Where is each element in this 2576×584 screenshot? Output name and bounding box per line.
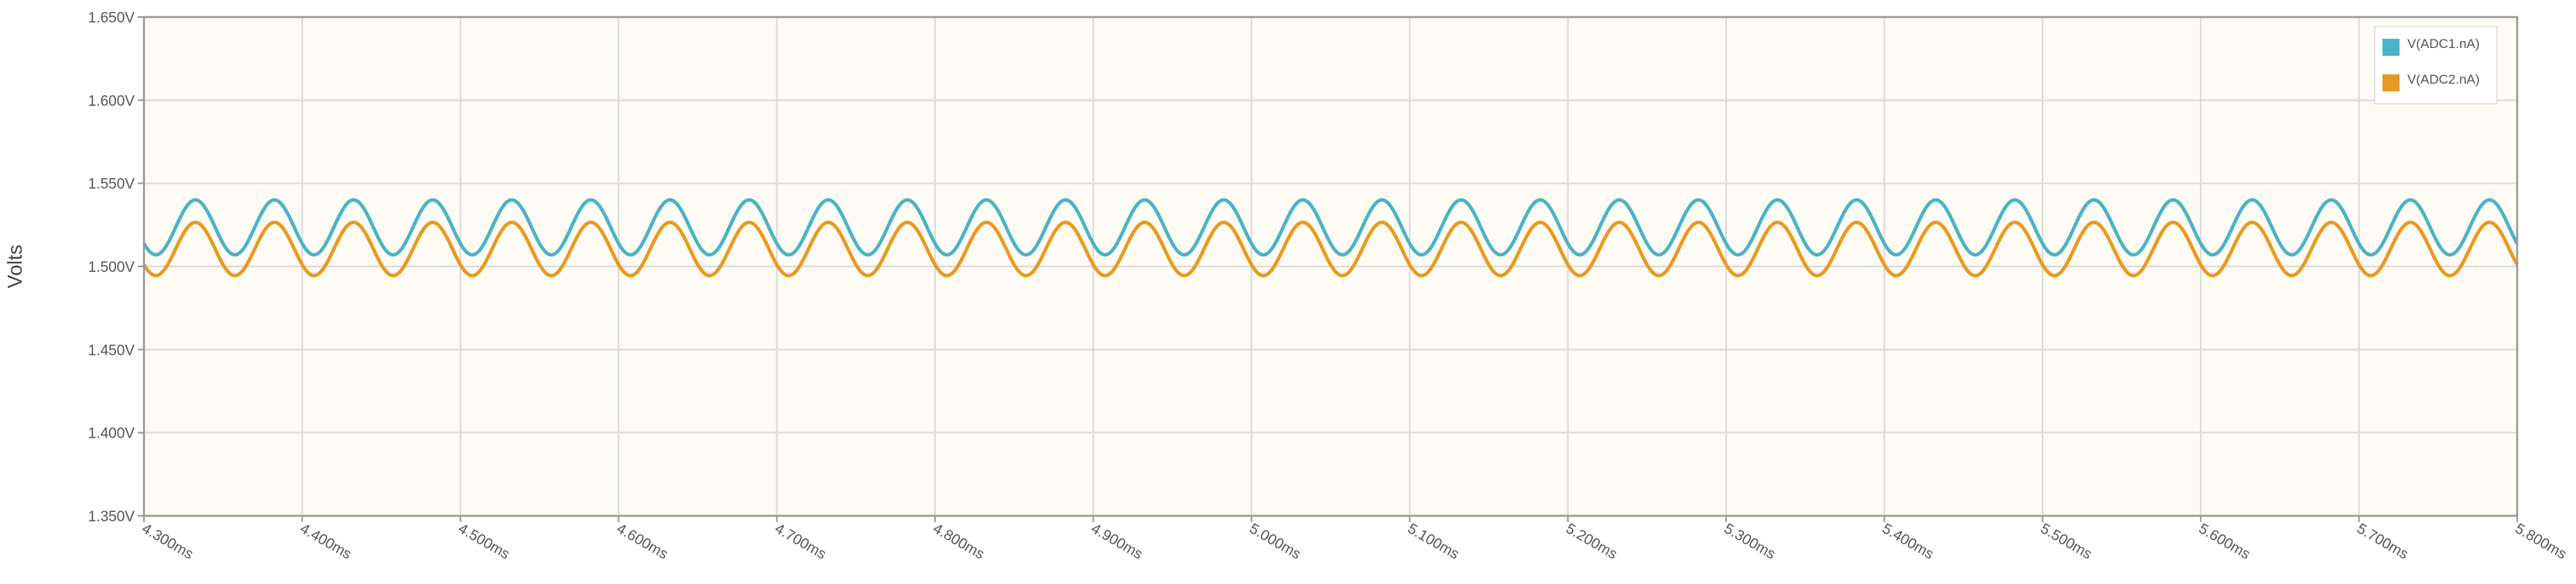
x-tick-label: 5.300ms [1721,520,1779,563]
series-line [142,198,2519,257]
legend-entry: V(ADC1.nA) [2407,36,2480,51]
series-line [142,220,2519,278]
y-tick-label: 1.500V [88,259,135,276]
x-tick-label: 5.700ms [2354,520,2411,563]
x-tick-label: 5.500ms [2037,520,2095,563]
y-tick-label: 1.650V [88,10,135,26]
legend-swatch [2382,74,2400,91]
x-tick-label: 5.600ms [2196,520,2253,563]
y-tick-label: 1.350V [88,509,135,525]
y-axis-label: Volts [3,245,26,288]
x-tick-label: 4.900ms [1088,520,1146,563]
y-tick-label: 1.550V [88,177,135,193]
y-tick-label: 1.400V [88,426,135,442]
x-tick-label: 4.300ms [139,520,197,563]
legend: V(ADC1.nA) V(ADC2.nA) [2374,26,2498,105]
x-tick-label: 5.100ms [1405,520,1462,563]
x-tick-label: 5.000ms [1246,520,1303,563]
legend-swatch [2382,39,2400,56]
y-tick-label: 1.600V [88,93,135,109]
x-tick-label: 4.500ms [455,520,512,563]
y-axis: 1.650V 1.600V 1.550V 1.500V 1.450V 1.400V 1.35… [88,10,144,525]
x-tick-label: 4.400ms [297,520,355,563]
legend-entry: V(ADC2.nA) [2407,72,2480,87]
series-lines [142,198,2519,278]
x-tick-label: 5.200ms [1563,520,1620,563]
x-tick-label: 4.800ms [930,520,988,563]
x-tick-label: 5.400ms [1879,520,1937,563]
x-tick-label: 4.700ms [772,520,829,563]
y-tick-label: 1.450V [88,342,135,359]
x-axis: 4.300ms 4.400ms 4.500ms 4.600ms 4.700ms 4.800… [139,516,2570,563]
x-tick-label: 4.600ms [614,520,671,563]
x-tick-label: 5.800ms [2513,520,2570,563]
